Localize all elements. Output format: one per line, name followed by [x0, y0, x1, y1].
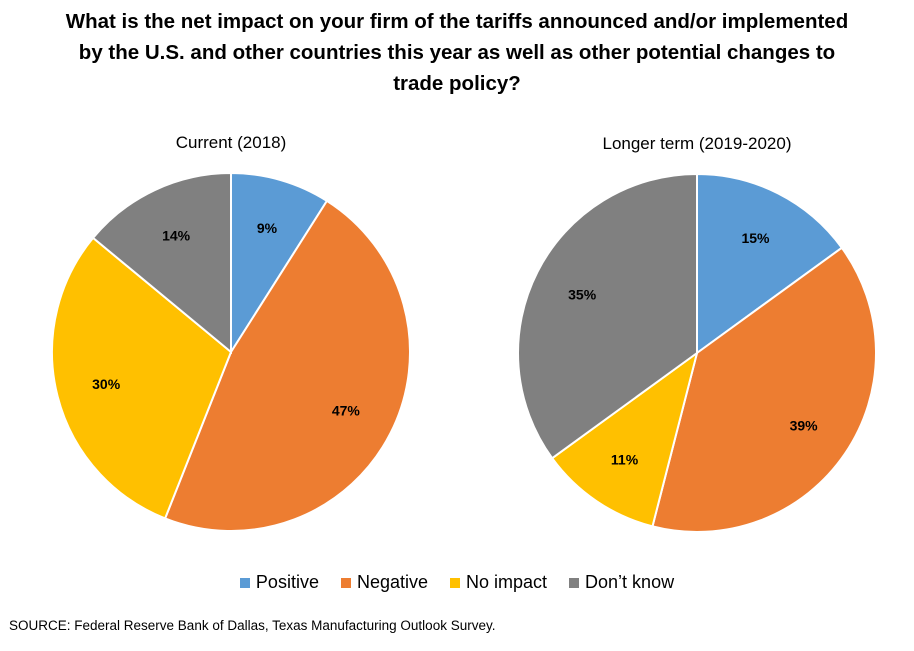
- legend-swatch-negative: [340, 577, 351, 588]
- legend-label-dont-know: Don’t know: [585, 572, 675, 592]
- source-note: SOURCE: Federal Reserve Bank of Dallas, …: [9, 618, 496, 633]
- legend-item-dont-know: Don’t know: [569, 572, 674, 593]
- data-label-positive: 9%: [257, 220, 278, 236]
- data-label-no-impact: 30%: [92, 376, 121, 392]
- pie-slice-no-impact: [550, 350, 699, 528]
- pie-slice-dont-know: [517, 172, 698, 460]
- data-label-negative: 47%: [332, 403, 361, 419]
- data-label-positive: 15%: [741, 230, 770, 246]
- pie-charts: Current (2018) 9% 47% 30% 14% Longer term (20…: [51, 133, 877, 533]
- pie-slice-negative: [651, 246, 877, 533]
- legend-label-negative: Negative: [356, 572, 428, 592]
- pie-slice-no-impact: [51, 236, 233, 520]
- legend-item-positive: Positive: [239, 572, 319, 593]
- pie-title: Longer term (2019-2020): [602, 134, 791, 153]
- legend-swatch-no-impact: [450, 577, 460, 588]
- legend-swatch-positive: [239, 577, 250, 588]
- legend-swatch-dont-know: [569, 577, 580, 588]
- legend-label-positive: Positive: [255, 572, 319, 592]
- legend-item-negative: Negative: [340, 572, 428, 593]
- legend: Positive Negative No impact Don’t know: [0, 572, 914, 593]
- pie-longer-term: Longer term (2019-2020) 15% 39% 11% 35%: [517, 134, 877, 533]
- pie-slice-dont-know: [91, 171, 232, 355]
- legend-label-no-impact: No impact: [466, 572, 548, 592]
- legend-item-no-impact: No impact: [450, 572, 547, 593]
- pie-slice-negative: [163, 199, 411, 532]
- data-label-dont-know: 14%: [162, 227, 191, 243]
- pie-slice-positive: [696, 172, 844, 355]
- pie-slice-positive: [230, 171, 329, 356]
- pie-title: Current (2018): [176, 133, 287, 152]
- chart-title: What is the net impact on your firm of t…: [65, 10, 849, 95]
- data-label-negative: 39%: [790, 417, 819, 433]
- data-label-dont-know: 35%: [568, 286, 597, 302]
- pie-current: Current (2018) 9% 47% 30% 14%: [51, 133, 411, 532]
- data-label-no-impact: 11%: [611, 452, 639, 468]
